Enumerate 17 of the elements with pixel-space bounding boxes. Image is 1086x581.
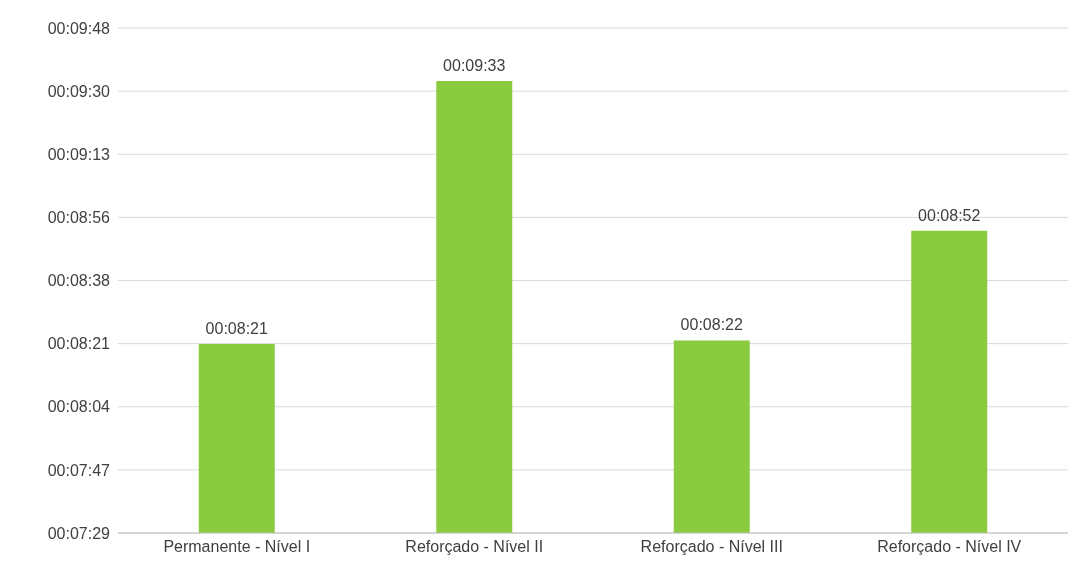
y-tick-label: 00:09:13 — [47, 145, 111, 163]
data-label: 00:08:21 — [205, 320, 268, 338]
y-tick-label: 00:09:48 — [47, 19, 111, 37]
x-tick-label: Reforçado - Nível II — [405, 538, 544, 556]
y-tick-label: 00:08:56 — [47, 209, 111, 227]
data-label: 00:08:22 — [680, 316, 743, 334]
y-tick-label: 00:08:38 — [47, 272, 111, 290]
y-tick-label: 00:08:21 — [47, 335, 111, 353]
x-tick-label: Reforçado - Nível IV — [877, 538, 1022, 556]
y-tick-label: 00:09:30 — [47, 82, 111, 100]
y-tick-label: 00:08:04 — [47, 398, 111, 416]
x-tick-label: Reforçado - Nível III — [640, 538, 783, 556]
data-label: 00:09:33 — [443, 57, 506, 75]
data-label: 00:08:52 — [918, 206, 981, 224]
y-tick-label: 00:07:29 — [47, 524, 111, 542]
y-tick-label: 00:07:47 — [47, 461, 111, 479]
x-tick-label: Permanente - Nível I — [163, 538, 311, 556]
